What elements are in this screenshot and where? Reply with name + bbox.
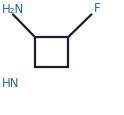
Text: HN: HN [2, 76, 19, 89]
Text: F: F [94, 2, 101, 15]
Text: H₂N: H₂N [2, 3, 24, 16]
